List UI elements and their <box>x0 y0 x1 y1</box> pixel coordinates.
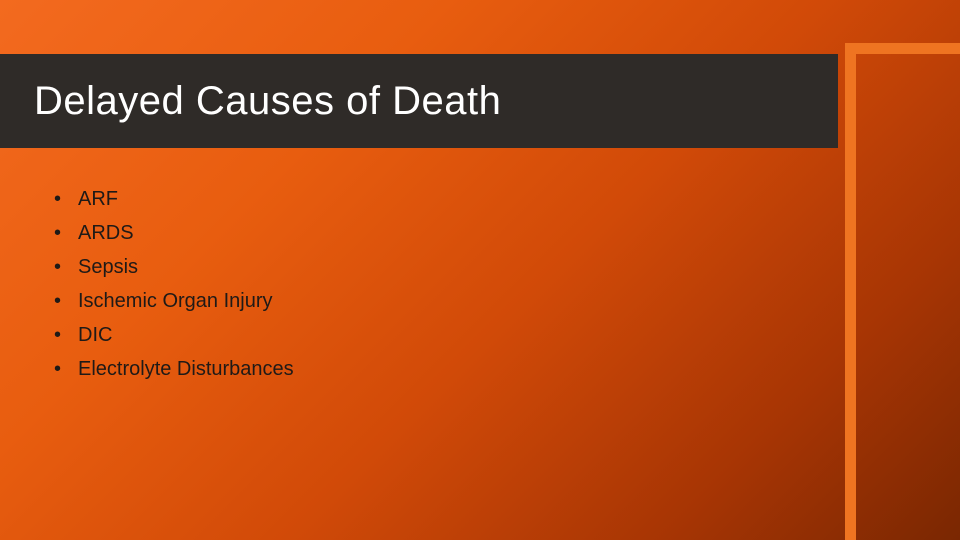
accent-bar-side <box>845 54 856 540</box>
list-item: ARDS <box>54 216 294 250</box>
title-bar: Delayed Causes of Death <box>0 54 838 148</box>
list-item: DIC <box>54 318 294 352</box>
list-item: Ischemic Organ Injury <box>54 284 294 318</box>
accent-bar-top <box>845 43 960 54</box>
list-item: Electrolyte Disturbances <box>54 352 294 386</box>
bullet-list: ARF ARDS Sepsis Ischemic Organ Injury DI… <box>54 182 294 386</box>
list-item: ARF <box>54 182 294 216</box>
list-item: Sepsis <box>54 250 294 284</box>
slide-title: Delayed Causes of Death <box>34 79 501 124</box>
